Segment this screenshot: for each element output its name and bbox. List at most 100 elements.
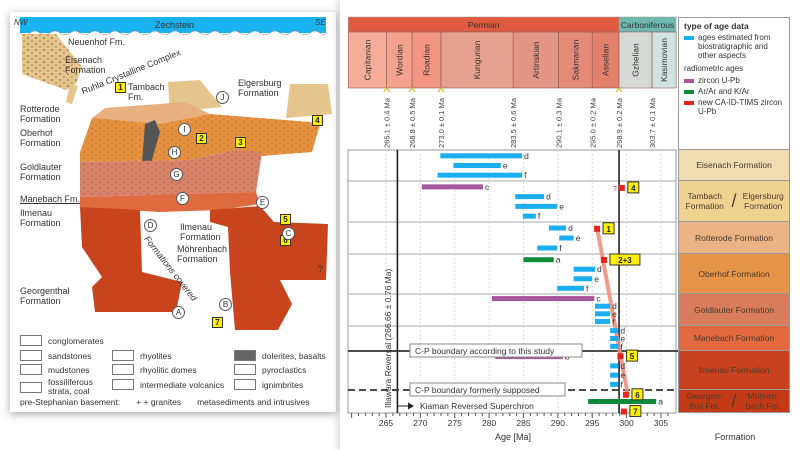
age-range-bar (515, 194, 545, 200)
locality-marker: E (256, 196, 269, 209)
age-range-bar (440, 153, 523, 159)
cp-this-study-label: C-P boundary according to this study (415, 346, 555, 356)
legend-text: conglomerates (48, 335, 104, 346)
bar-label: d (612, 301, 617, 311)
legend-text: rhyolitic domes (140, 364, 197, 375)
period-label: Carboniferous (621, 20, 674, 30)
kiaman-label: Kiaman Reversed Superchron (420, 401, 534, 411)
formation-cell: Georgen-thal Fm. / Möhren-bach Fm. (678, 390, 790, 413)
legend-mudstones: mudstones (20, 364, 90, 375)
sample-number-box (629, 405, 642, 418)
georgenthal-column (80, 207, 182, 312)
locality-marker: F (176, 192, 189, 205)
stage-cell (558, 31, 593, 89)
x-tick-label: 285 (516, 418, 530, 428)
sample-number: 6 (635, 391, 640, 400)
new-age-marker (620, 408, 627, 415)
legend-text: pyroclastics (262, 364, 307, 375)
age-range-bar (453, 163, 501, 168)
boundary-age-label: 295.0 ± 0.2 Ma (588, 97, 597, 148)
legend-conglomerates: conglomerates (20, 335, 104, 346)
age-range-bar (523, 257, 554, 263)
gssp-golden-spike-icon (408, 87, 416, 93)
formation-name: Eisenach Formation (696, 160, 772, 170)
age-range-bar (610, 372, 619, 378)
illawarra-label: Illawara Reversal (266.66 ± 0.76 Ma) (383, 269, 393, 408)
pyroclastics-swatch (234, 364, 256, 375)
legend-text: fossiliferous strata, coal (48, 377, 93, 396)
oberhof-label: Oberhof Formation (20, 128, 61, 148)
stage-cell (512, 31, 559, 89)
age-range-bar (610, 343, 619, 349)
legend-text: pre-Stephanian basement: (20, 397, 121, 407)
formation-divider: / (731, 391, 737, 411)
locality-marker: G (170, 168, 183, 181)
stage-label: Roadian (422, 44, 432, 76)
stage-cell (651, 31, 677, 89)
formation-axis-label: Formation (715, 432, 756, 442)
boundary-age-label: 265.1 ± 0.4 Ma (383, 97, 392, 148)
legend-text: Ar/Ar and K/Ar (698, 87, 750, 96)
locality-marker: C (282, 227, 295, 240)
age-range-bar (610, 328, 619, 334)
sample-number: 2+3 (618, 256, 632, 265)
moehrenbach-column (210, 206, 328, 330)
new-age-marker (622, 391, 629, 398)
formation-name: Ilmenau Formation (698, 365, 770, 375)
age-range-bar (595, 311, 611, 317)
eisenach-label: Eisenach Formation (65, 55, 106, 75)
formation-cell: Eisenach Formation (678, 150, 790, 181)
x-tick-label: 305 (654, 418, 668, 428)
cp-former-label: C-P boundary formerly supposed (415, 385, 540, 395)
sample-number: 4 (631, 184, 636, 193)
legend-item-bio: ages estimated from biostratigraphic and… (684, 33, 784, 60)
locality-marker: I (178, 123, 191, 136)
mudstones-swatch (20, 364, 42, 375)
elgersburg-unit (286, 84, 332, 118)
age-range-bar (557, 285, 584, 291)
bar-label: d (546, 192, 551, 202)
stage-cell (347, 31, 387, 89)
cp-former-label-box (409, 382, 566, 397)
arar-swatch (684, 90, 694, 94)
formation-name: Elgersburg Formation (742, 191, 784, 211)
x-axis-label: Age [Ma] (495, 432, 531, 442)
legend-text: intermediate volcanics (140, 379, 225, 390)
ilmenau-label-left: Ilmenau Formation (20, 208, 61, 228)
formation-cell: Manebach Formation (678, 326, 790, 351)
manebach-unit (80, 192, 260, 212)
sample-number: 7 (633, 408, 638, 417)
bar-label: a (658, 397, 663, 407)
age-range-bar (595, 318, 611, 324)
zechstein-band (20, 17, 326, 33)
bar-label: e (503, 161, 508, 171)
stage-label: Kungurian (472, 40, 482, 79)
legend-text: zircon U-Pb (698, 76, 740, 85)
locality-marker: H (168, 146, 181, 159)
manebach-label: Manebach Fm. (20, 194, 81, 204)
dolerite-dike (142, 120, 160, 167)
boundary-age-label: 283.5 ± 0.6 Ma (509, 97, 518, 148)
formation-divider: / (731, 191, 737, 211)
age-range-bar (595, 303, 611, 309)
age-range-bar (573, 276, 593, 282)
formation-cell: Oberhof Formation (678, 254, 790, 294)
stage-label: Wordian (394, 44, 404, 76)
stage-label: Sakmarian (570, 39, 580, 80)
locality-marker: B (219, 298, 232, 311)
x-tick-label: 290 (551, 418, 565, 428)
sample-number-box (627, 181, 640, 194)
se-label: SE (315, 18, 326, 27)
bar-label: c (485, 182, 490, 192)
intermediate-swatch (112, 379, 134, 390)
formation-name: Möhren-bach Fm. (745, 391, 781, 411)
formation-name: Manebach Formation (693, 333, 775, 343)
sample-marker: 7 (212, 317, 223, 328)
ilmenau-label-right: Ilmenau Formation (180, 222, 221, 242)
locality-marker: J (216, 91, 229, 104)
period-label: Permian (468, 20, 500, 30)
formation-name: Oberhof Formation (698, 268, 770, 279)
bar-label: f (612, 316, 615, 326)
uncertain-mark: ? (613, 186, 617, 193)
